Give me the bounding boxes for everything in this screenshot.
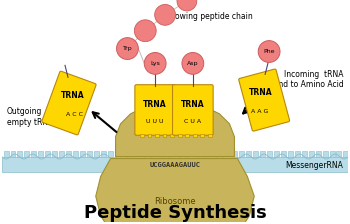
Bar [246, 151, 251, 157]
Bar [114, 151, 119, 157]
Bar [288, 151, 293, 157]
Circle shape [258, 41, 280, 62]
FancyBboxPatch shape [239, 69, 289, 131]
Bar [200, 134, 204, 137]
Bar [239, 151, 244, 157]
Circle shape [144, 52, 166, 74]
Bar [87, 151, 92, 157]
Bar [52, 151, 57, 157]
Bar [260, 151, 265, 157]
Circle shape [134, 20, 156, 42]
Bar [208, 134, 212, 137]
Bar [212, 151, 217, 157]
Bar [225, 151, 231, 157]
Polygon shape [116, 107, 234, 157]
Bar [205, 151, 210, 157]
Bar [177, 151, 182, 157]
Text: TRNA: TRNA [61, 91, 85, 100]
Circle shape [117, 38, 138, 59]
Bar [267, 151, 272, 157]
Text: Growing peptide chain: Growing peptide chain [166, 12, 253, 21]
Bar [185, 134, 189, 137]
Bar [316, 151, 321, 157]
Bar [135, 151, 140, 157]
Circle shape [177, 0, 197, 11]
Bar [219, 151, 224, 157]
Bar [10, 151, 15, 157]
Text: TRNA: TRNA [144, 100, 167, 109]
Text: MessengerRNA: MessengerRNA [286, 161, 343, 170]
Bar [156, 151, 161, 157]
Text: C U A: C U A [184, 119, 201, 124]
FancyBboxPatch shape [135, 85, 175, 135]
Text: TRNA: TRNA [181, 100, 205, 109]
Bar [2, 157, 348, 172]
Bar [4, 151, 8, 157]
Bar [25, 151, 29, 157]
Bar [108, 151, 113, 157]
Bar [148, 134, 152, 137]
Bar [170, 134, 174, 137]
Text: Trp: Trp [122, 46, 132, 51]
Bar [184, 151, 189, 157]
Text: A C C: A C C [66, 112, 83, 117]
Bar [128, 151, 133, 157]
Circle shape [182, 52, 204, 74]
Bar [94, 151, 99, 157]
Text: Incoming  tRNA
bound to Amino Acid: Incoming tRNA bound to Amino Acid [264, 70, 343, 89]
Text: Asp: Asp [187, 61, 198, 66]
Bar [191, 151, 196, 157]
Circle shape [155, 4, 175, 25]
Bar [80, 151, 85, 157]
Bar [253, 151, 258, 157]
Bar [163, 134, 167, 137]
Bar [178, 134, 182, 137]
Bar [73, 151, 78, 157]
Bar [193, 134, 197, 137]
Bar [232, 151, 237, 157]
Bar [281, 151, 286, 157]
Polygon shape [96, 159, 254, 224]
Bar [142, 151, 147, 157]
Text: UCGGAAAGAUUC: UCGGAAAGAUUC [149, 162, 201, 168]
Bar [274, 151, 279, 157]
Bar [101, 151, 106, 157]
Bar [343, 151, 348, 157]
Bar [45, 151, 50, 157]
Text: Peptide Synthesis: Peptide Synthesis [84, 204, 266, 222]
Bar [170, 151, 175, 157]
Bar [163, 151, 168, 157]
Bar [18, 151, 22, 157]
Text: Lys: Lys [150, 61, 160, 66]
Bar [323, 151, 328, 157]
Bar [295, 151, 300, 157]
Bar [140, 134, 144, 137]
Text: Ribosome: Ribosome [154, 197, 196, 206]
FancyBboxPatch shape [42, 71, 96, 135]
Text: Outgoing
empty tRNA: Outgoing empty tRNA [7, 107, 53, 127]
Bar [336, 151, 342, 157]
Bar [198, 151, 203, 157]
Text: Phe: Phe [263, 49, 275, 54]
FancyBboxPatch shape [173, 85, 213, 135]
Text: TRNA: TRNA [248, 88, 272, 97]
Bar [32, 151, 36, 157]
Bar [59, 151, 64, 157]
Bar [302, 151, 307, 157]
Bar [66, 151, 71, 157]
Text: U U U: U U U [146, 119, 164, 124]
Bar [149, 151, 154, 157]
Bar [330, 151, 335, 157]
Bar [155, 134, 159, 137]
Text: A A G: A A G [251, 109, 268, 114]
Bar [121, 151, 126, 157]
Bar [309, 151, 314, 157]
Bar [38, 151, 43, 157]
